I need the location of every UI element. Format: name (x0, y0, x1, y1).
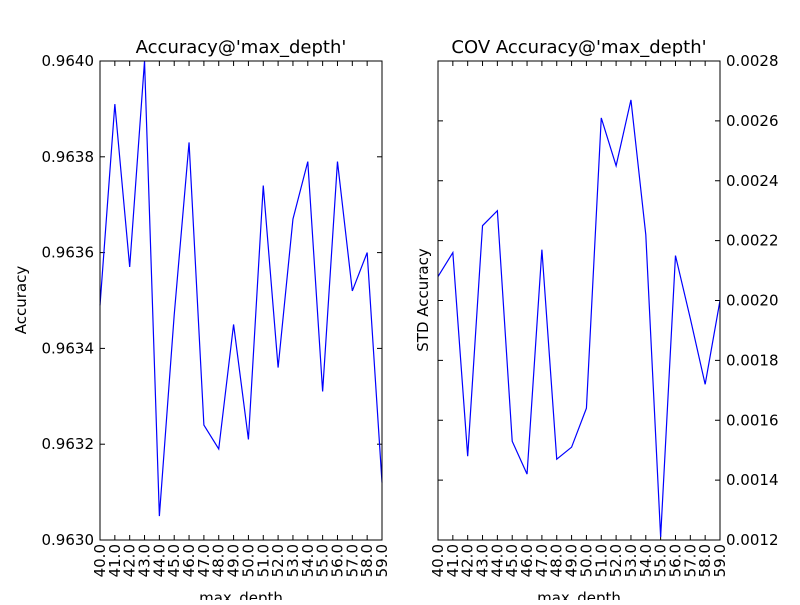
y-ticks: 0.0012 0.0014 0.0016 0.0018 0.0020 0.0022 0.00… (438, 52, 779, 549)
x-tick-label: 50.0 (239, 544, 257, 577)
x-tick-label: 59.0 (711, 544, 729, 577)
y-tick-label: 0.9640 (42, 52, 95, 70)
y-tick-label: 0.9632 (42, 435, 95, 453)
y-tick-label: 0.0024 (726, 172, 779, 190)
x-tick-label: 46.0 (180, 544, 198, 577)
x-ticks: 40.041.042.043.044.045.046.047.048.049.0… (91, 61, 391, 577)
x-tick-label: 52.0 (607, 544, 625, 577)
chart-title: Accuracy@'max_depth' (136, 37, 347, 58)
y-tick-label: 0.9634 (42, 339, 95, 357)
x-tick-label: 44.0 (488, 544, 506, 577)
std-accuracy-subplot: COV Accuracy@'max_depth' STD Accuracy ma… (414, 37, 779, 605)
x-tick-label: 53.0 (622, 544, 640, 577)
x-tick-label: 41.0 (106, 544, 124, 577)
x-tick-label: 40.0 (429, 544, 447, 577)
x-tick-label: 58.0 (696, 544, 714, 577)
y-tick-label: 0.9638 (42, 148, 95, 166)
y-tick-label: 0.0014 (726, 471, 779, 489)
y-tick-label: 0.9630 (42, 531, 95, 549)
plot-frame (437, 60, 721, 541)
x-tick-label: 52.0 (269, 544, 287, 577)
plot-frame (99, 60, 383, 541)
x-tick-label: 46.0 (518, 544, 536, 577)
chart-title: COV Accuracy@'max_depth' (451, 37, 706, 58)
x-tick-label: 45.0 (165, 544, 183, 577)
x-tick-label: 51.0 (254, 544, 272, 577)
y-tick-label: 0.0026 (726, 112, 779, 130)
x-tick-label: 56.0 (328, 544, 346, 577)
x-tick-label: 47.0 (195, 544, 213, 577)
x-axis-label: max_depth (537, 589, 621, 600)
x-tick-label: 40.0 (91, 544, 109, 577)
x-tick-label: 50.0 (577, 544, 595, 577)
y-tick-label: 0.0028 (726, 52, 779, 70)
y-axis-label: Accuracy (12, 266, 30, 335)
x-tick-label: 49.0 (225, 544, 243, 577)
x-tick-label: 56.0 (666, 544, 684, 577)
x-tick-label: 49.0 (563, 544, 581, 577)
y-tick-label: 0.0022 (726, 232, 779, 250)
x-tick-label: 57.0 (343, 544, 361, 577)
accuracy-series-line (99, 60, 383, 517)
x-tick-label: 42.0 (459, 544, 477, 577)
x-tick-label: 48.0 (548, 544, 566, 577)
x-tick-label: 48.0 (210, 544, 228, 577)
x-ticks: 40.041.042.043.044.045.046.047.048.049.0… (429, 61, 729, 577)
x-tick-label: 55.0 (652, 544, 670, 577)
x-tick-label: 54.0 (299, 544, 317, 577)
x-tick-label: 53.0 (284, 544, 302, 577)
x-tick-label: 41.0 (444, 544, 462, 577)
y-tick-label: 0.0020 (726, 292, 779, 310)
x-tick-label: 44.0 (150, 544, 168, 577)
x-tick-label: 43.0 (474, 544, 492, 577)
x-tick-label: 58.0 (358, 544, 376, 577)
x-tick-label: 55.0 (314, 544, 332, 577)
x-tick-label: 54.0 (637, 544, 655, 577)
x-tick-label: 43.0 (136, 544, 154, 577)
x-tick-label: 57.0 (681, 544, 699, 577)
accuracy-subplot: Accuracy@'max_depth' Accuracy max_depth … (12, 37, 391, 605)
x-tick-label: 51.0 (592, 544, 610, 577)
x-tick-label: 47.0 (533, 544, 551, 577)
x-tick-label: 59.0 (373, 544, 391, 577)
x-tick-label: 45.0 (503, 544, 521, 577)
y-tick-label: 0.9636 (42, 244, 95, 262)
y-tick-label: 0.0018 (726, 351, 779, 369)
y-tick-label: 0.0016 (726, 411, 779, 429)
y-ticks: 0.9630 0.9632 0.9634 0.9636 0.9638 0.9640 (42, 52, 382, 549)
x-axis-label: max_depth (199, 589, 283, 600)
y-axis-label: STD Accuracy (414, 248, 432, 352)
std-accuracy-series-line (437, 99, 721, 538)
y-tick-label: 0.0012 (726, 531, 779, 549)
x-tick-label: 42.0 (121, 544, 139, 577)
